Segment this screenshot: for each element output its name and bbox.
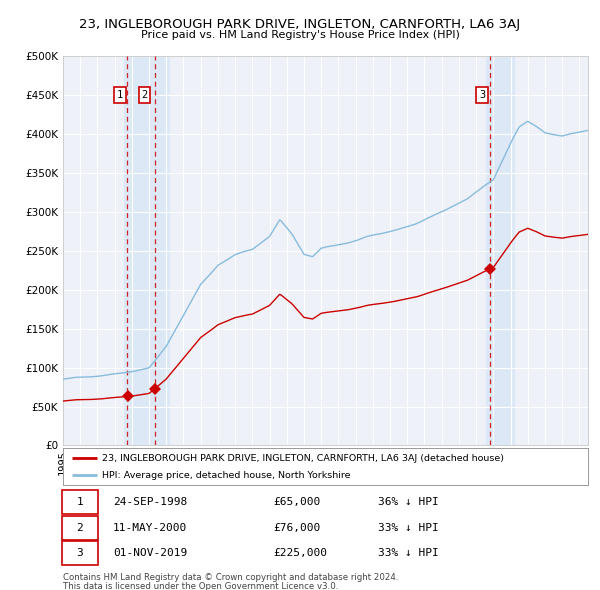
Text: 11-MAY-2000: 11-MAY-2000 xyxy=(113,523,187,533)
Bar xyxy=(485,56,514,445)
Text: 01-NOV-2019: 01-NOV-2019 xyxy=(113,548,187,558)
Text: 3: 3 xyxy=(76,548,83,558)
FancyBboxPatch shape xyxy=(62,541,98,565)
Text: 1: 1 xyxy=(76,497,83,507)
Text: 36% ↓ HPI: 36% ↓ HPI xyxy=(378,497,439,507)
Text: Contains HM Land Registry data © Crown copyright and database right 2024.: Contains HM Land Registry data © Crown c… xyxy=(63,573,398,582)
Text: 2: 2 xyxy=(142,90,148,100)
Text: £225,000: £225,000 xyxy=(273,548,327,558)
Text: 33% ↓ HPI: 33% ↓ HPI xyxy=(378,523,439,533)
Text: £65,000: £65,000 xyxy=(273,497,320,507)
Text: 2: 2 xyxy=(76,523,83,533)
Text: 33% ↓ HPI: 33% ↓ HPI xyxy=(378,548,439,558)
Bar xyxy=(124,56,169,445)
Text: 3: 3 xyxy=(479,90,485,100)
Text: 23, INGLEBOROUGH PARK DRIVE, INGLETON, CARNFORTH, LA6 3AJ: 23, INGLEBOROUGH PARK DRIVE, INGLETON, C… xyxy=(79,18,521,31)
Text: 23, INGLEBOROUGH PARK DRIVE, INGLETON, CARNFORTH, LA6 3AJ (detached house): 23, INGLEBOROUGH PARK DRIVE, INGLETON, C… xyxy=(103,454,505,463)
FancyBboxPatch shape xyxy=(62,490,98,514)
Text: 24-SEP-1998: 24-SEP-1998 xyxy=(113,497,187,507)
Text: £76,000: £76,000 xyxy=(273,523,320,533)
Text: Price paid vs. HM Land Registry's House Price Index (HPI): Price paid vs. HM Land Registry's House … xyxy=(140,30,460,40)
FancyBboxPatch shape xyxy=(62,516,98,540)
Text: HPI: Average price, detached house, North Yorkshire: HPI: Average price, detached house, Nort… xyxy=(103,471,351,480)
Text: 1: 1 xyxy=(116,90,123,100)
Text: This data is licensed under the Open Government Licence v3.0.: This data is licensed under the Open Gov… xyxy=(63,582,338,590)
